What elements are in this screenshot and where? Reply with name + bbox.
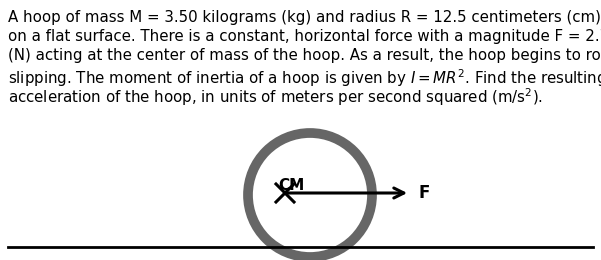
Text: (N) acting at the center of mass of the hoop. As a result, the hoop begins to ro: (N) acting at the center of mass of the …	[8, 48, 601, 63]
Text: acceleration of the hoop, in units of meters per second squared (m/s$^2$).: acceleration of the hoop, in units of me…	[8, 86, 543, 108]
Text: A hoop of mass M = 3.50 kilograms (kg) and radius R = 12.5 centimeters (cm) is r: A hoop of mass M = 3.50 kilograms (kg) a…	[8, 10, 601, 25]
Text: CM: CM	[278, 178, 304, 193]
Text: on a flat surface. There is a constant, horizontal force with a magnitude F = 2.: on a flat surface. There is a constant, …	[8, 29, 601, 44]
Text: F: F	[418, 184, 429, 202]
Text: slipping. The moment of inertia of a hoop is given by $I = MR^2$. Find the resul: slipping. The moment of inertia of a hoo…	[8, 67, 601, 89]
